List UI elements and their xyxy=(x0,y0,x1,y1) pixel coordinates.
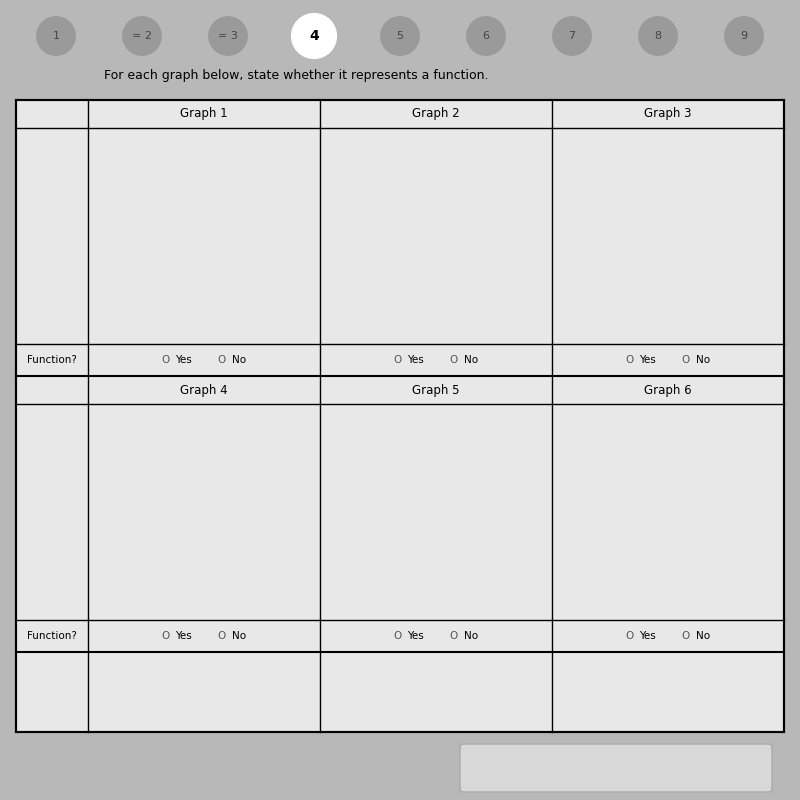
Text: O: O xyxy=(626,631,634,641)
Text: No: No xyxy=(232,355,246,365)
Text: No: No xyxy=(696,631,710,641)
Text: ↺: ↺ xyxy=(687,758,703,778)
Text: Graph 3: Graph 3 xyxy=(644,107,692,121)
Text: Graph 6: Graph 6 xyxy=(644,383,692,397)
Text: O: O xyxy=(394,631,402,641)
Text: O: O xyxy=(218,631,226,641)
Text: x: x xyxy=(773,222,776,228)
Text: For each graph below, state whether it represents a function.: For each graph below, state whether it r… xyxy=(104,70,489,82)
Text: O: O xyxy=(450,631,458,641)
Text: O: O xyxy=(626,355,634,365)
Text: Function?: Function? xyxy=(27,355,77,365)
Text: No: No xyxy=(696,355,710,365)
Text: 1: 1 xyxy=(53,31,59,41)
Text: Yes: Yes xyxy=(638,355,655,365)
Text: x: x xyxy=(541,222,544,228)
Text: y: y xyxy=(673,411,676,416)
Text: 8: 8 xyxy=(654,31,662,41)
Text: = 2: = 2 xyxy=(132,31,152,41)
Text: y: y xyxy=(209,135,212,140)
Text: 4: 4 xyxy=(309,29,319,43)
Text: Graph 1: Graph 1 xyxy=(180,107,228,121)
Text: 9: 9 xyxy=(741,31,747,41)
Text: Function?: Function? xyxy=(27,631,77,641)
Text: No: No xyxy=(464,631,478,641)
Text: x: x xyxy=(541,498,544,504)
Text: O: O xyxy=(450,355,458,365)
Text: O: O xyxy=(682,631,690,641)
Text: O: O xyxy=(394,355,402,365)
Text: = 3: = 3 xyxy=(218,31,238,41)
Text: y: y xyxy=(673,135,676,140)
Text: O: O xyxy=(218,355,226,365)
Text: Yes: Yes xyxy=(174,631,191,641)
Text: y: y xyxy=(209,411,212,416)
Text: No: No xyxy=(464,355,478,365)
Text: y: y xyxy=(441,411,444,416)
Text: ×: × xyxy=(533,758,549,778)
Text: x: x xyxy=(309,498,312,504)
Text: x: x xyxy=(773,498,776,504)
Text: O: O xyxy=(162,355,170,365)
Text: O: O xyxy=(162,631,170,641)
Text: Yes: Yes xyxy=(174,355,191,365)
Text: y: y xyxy=(441,135,444,140)
Text: Yes: Yes xyxy=(406,355,423,365)
Text: No: No xyxy=(232,631,246,641)
Text: Yes: Yes xyxy=(638,631,655,641)
Text: 6: 6 xyxy=(482,31,490,41)
Text: 7: 7 xyxy=(569,31,575,41)
Text: O: O xyxy=(682,355,690,365)
Text: Yes: Yes xyxy=(406,631,423,641)
Text: Graph 5: Graph 5 xyxy=(412,383,460,397)
Text: x: x xyxy=(309,222,312,228)
Text: Graph 2: Graph 2 xyxy=(412,107,460,121)
Text: Graph 4: Graph 4 xyxy=(180,383,228,397)
Text: 5: 5 xyxy=(397,31,403,41)
